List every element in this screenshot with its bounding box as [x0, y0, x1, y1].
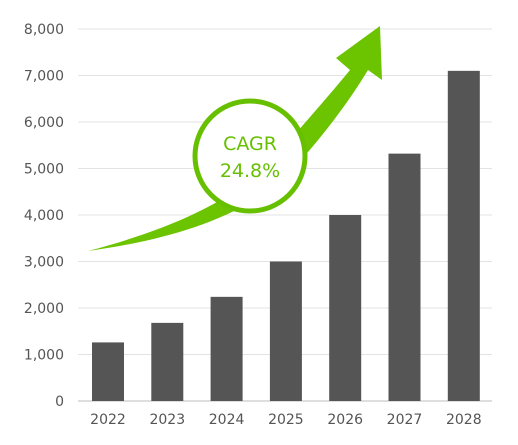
y-tick-label: 6,000: [24, 115, 64, 131]
cagr-label: CAGR: [223, 133, 277, 155]
x-tick-label: 2024: [209, 412, 245, 428]
y-axis: 0 1,000 2,000 3,000 4,000 5,000 6,000 7,000 8,00…: [24, 22, 64, 410]
y-tick-label: 4,000: [24, 208, 64, 224]
bar: [329, 215, 362, 401]
y-tick-label: 7,000: [24, 69, 64, 85]
x-tick-label: 2022: [90, 412, 126, 428]
x-tick-label: 2023: [149, 412, 185, 428]
y-tick-label: 0: [55, 394, 64, 410]
y-tick-label: 8,000: [24, 22, 64, 38]
bar: [447, 70, 480, 401]
y-tick-label: 2,000: [24, 301, 64, 317]
bar: [269, 261, 302, 401]
cagr-badge: CAGR 24.8%: [192, 98, 308, 214]
bar: [92, 342, 124, 401]
x-tick-label: 2028: [446, 412, 482, 428]
bar: [151, 322, 184, 401]
x-axis: 2022 2023 2024 2025 2026 2027 2028: [90, 412, 481, 428]
y-tick-label: 3,000: [24, 255, 64, 271]
y-tick-label: 5,000: [24, 162, 64, 178]
y-tick-label: 1,000: [24, 348, 64, 364]
x-tick-label: 2026: [327, 412, 363, 428]
bars: [92, 70, 480, 401]
cagr-circle: [192, 98, 308, 214]
bar: [388, 153, 421, 401]
bar: [210, 296, 243, 401]
x-tick-label: 2027: [387, 412, 423, 428]
cagr-value: 24.8%: [220, 160, 280, 182]
x-tick-label: 2025: [268, 412, 304, 428]
